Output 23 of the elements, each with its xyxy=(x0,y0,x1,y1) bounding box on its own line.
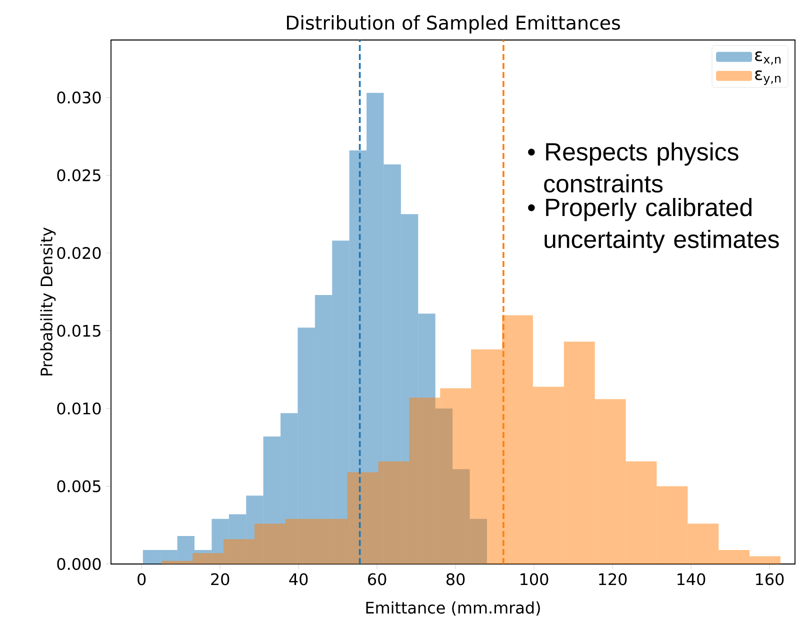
x-tick-label: 140 xyxy=(678,573,706,586)
legend-label: ε$_{y,n}$ xyxy=(755,70,780,85)
x-tick-label: 80 xyxy=(446,573,465,586)
y-axis-title: Probability Density xyxy=(40,227,56,376)
x-tick-label: 60 xyxy=(368,573,386,586)
x-axis-title: Emittance (mm.mrad) xyxy=(366,601,540,616)
y-tick-label: 0.010 xyxy=(57,402,101,415)
y-tick-label: 0.030 xyxy=(57,92,101,104)
y-tick-label: 0.020 xyxy=(57,246,101,260)
x-tick-label: 120 xyxy=(599,573,627,586)
y-tick-label: 0.000 xyxy=(57,558,101,570)
x-tick-label: 20 xyxy=(211,573,230,586)
y-tick-label: 0.015 xyxy=(57,324,100,337)
x-tick-label: 40 xyxy=(289,573,308,586)
annotation: • Respects physics constraints xyxy=(528,142,738,193)
x-tick-label: 100 xyxy=(520,573,548,586)
annotation: • Properly calibrated uncertainty estimates xyxy=(528,198,779,254)
x-tick-label: 0 xyxy=(138,573,146,586)
y-tick-label: 0.005 xyxy=(57,480,100,492)
x-tick-label: 160 xyxy=(756,573,784,586)
legend-label: ε$_{x,n}$ xyxy=(755,51,780,65)
chart-title: Distribution of Sampled Emittances xyxy=(286,15,620,34)
y-tick-label: 0.025 xyxy=(57,169,100,182)
